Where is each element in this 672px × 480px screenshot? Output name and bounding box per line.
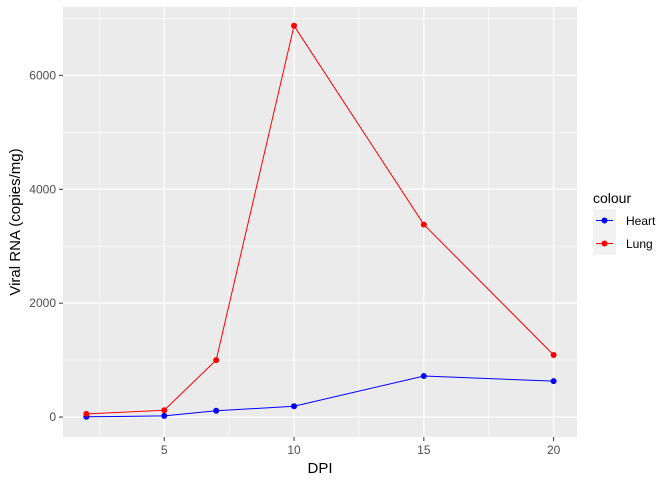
data-point-heart [161, 412, 168, 419]
legend-label-lung: Lung [626, 237, 653, 251]
major-gridlines [63, 7, 577, 437]
legend-label-heart: Heart [626, 214, 656, 228]
plot-panel [63, 7, 577, 437]
y-axis: 0 2000 4000 6000 [29, 68, 63, 424]
data-point-heart [213, 407, 220, 414]
legend-key-point [601, 240, 608, 247]
data-point-lung [83, 410, 90, 417]
x-tick-label: 10 [287, 443, 301, 457]
series-line-lung [86, 24, 554, 415]
y-tick-label: 2000 [29, 296, 56, 310]
x-axis: 5 10 15 20 [161, 437, 561, 457]
legend-title: colour [593, 190, 631, 206]
legend-key-point [601, 217, 608, 224]
series-line-heart [86, 375, 554, 418]
data-point-lung [161, 407, 168, 414]
data-point-lung [550, 351, 557, 358]
y-axis-title: Viral RNA (copies/mg) [7, 148, 24, 295]
data-point-lung [420, 221, 427, 228]
x-axis-title: DPI [307, 460, 332, 477]
x-tick-label: 5 [161, 443, 168, 457]
y-tick-label: 4000 [29, 182, 56, 196]
data-point-lung [213, 357, 220, 364]
minor-gridlines [63, 7, 577, 437]
legend: colour Heart Lung [593, 190, 656, 255]
x-tick-label: 20 [547, 443, 561, 457]
y-tick-label: 6000 [29, 68, 56, 82]
data-point-heart [291, 403, 298, 410]
data-point-heart [420, 373, 427, 380]
x-tick-label: 15 [417, 443, 431, 457]
data-point-lung [291, 22, 298, 29]
y-tick-label: 0 [49, 410, 56, 424]
data-point-heart [550, 378, 557, 385]
series-layer [83, 22, 557, 420]
